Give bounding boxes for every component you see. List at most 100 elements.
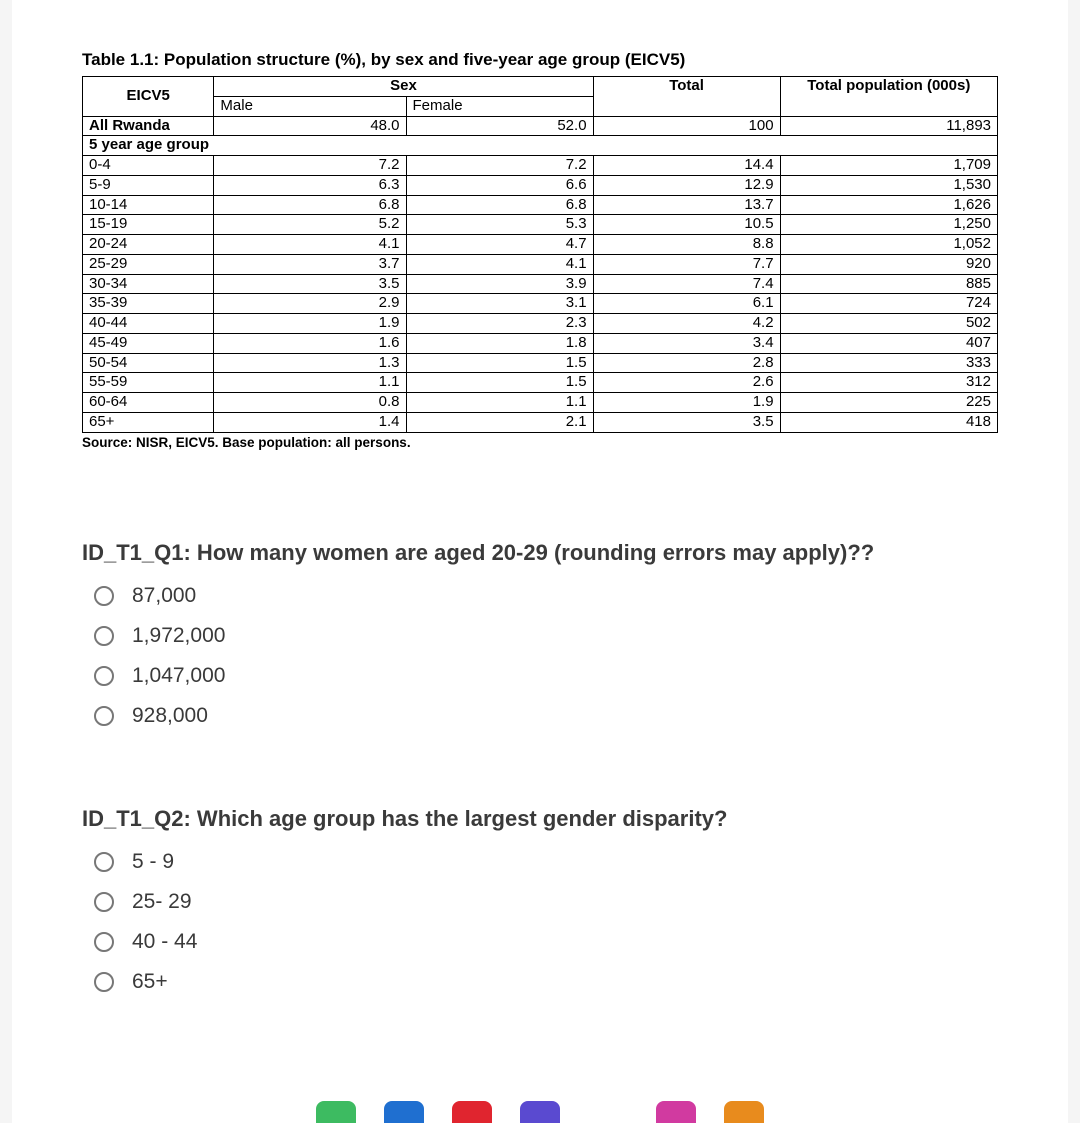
row-female: 1.5	[406, 373, 593, 393]
row-label: 25-29	[83, 254, 214, 274]
age-group-header: 5 year age group	[83, 136, 998, 156]
row-female: 4.7	[406, 235, 593, 255]
row-total: 14.4	[593, 156, 780, 176]
all-pop: 11,893	[780, 116, 997, 136]
row-male: 1.6	[214, 333, 406, 353]
row-pop: 333	[780, 353, 997, 373]
row-total: 8.8	[593, 235, 780, 255]
q1-option[interactable]: 1,047,000	[94, 656, 998, 696]
radio-icon[interactable]	[94, 972, 114, 992]
row-total: 3.5	[593, 412, 780, 432]
question-1-options: 87,000 1,972,000 1,047,000 928,000	[94, 576, 998, 736]
row-pop: 312	[780, 373, 997, 393]
row-pop: 885	[780, 274, 997, 294]
row-label: 10-14	[83, 195, 214, 215]
row-total: 12.9	[593, 175, 780, 195]
row-pop: 418	[780, 412, 997, 432]
option-label: 5 - 9	[132, 850, 174, 874]
table-row: 35-392.93.16.1724	[83, 294, 998, 314]
table-row: 55-591.11.52.6312	[83, 373, 998, 393]
row-total: 13.7	[593, 195, 780, 215]
table-row: 50-541.31.52.8333	[83, 353, 998, 373]
row-pop: 1,052	[780, 235, 997, 255]
row-male: 6.3	[214, 175, 406, 195]
table-row: 25-293.74.17.7920	[83, 254, 998, 274]
row-female: 6.6	[406, 175, 593, 195]
age-group-header-row: 5 year age group	[83, 136, 998, 156]
row-female: 7.2	[406, 156, 593, 176]
question-2-options: 5 - 9 25- 29 40 - 4465+	[94, 842, 998, 1002]
row-female: 6.8	[406, 195, 593, 215]
q1-option[interactable]: 928,000	[94, 696, 998, 736]
all-rwanda-label: All Rwanda	[83, 116, 214, 136]
row-male: 7.2	[214, 156, 406, 176]
row-label: 15-19	[83, 215, 214, 235]
all-total: 100	[593, 116, 780, 136]
q1-option[interactable]: 87,000	[94, 576, 998, 616]
table-row: 20-244.14.78.81,052	[83, 235, 998, 255]
radio-icon[interactable]	[94, 932, 114, 952]
table-row: 5-96.36.612.91,530	[83, 175, 998, 195]
row-male: 1.1	[214, 373, 406, 393]
all-male: 48.0	[214, 116, 406, 136]
question-2-text: ID_T1_Q2: Which age group has the larges…	[82, 806, 998, 832]
all-female: 52.0	[406, 116, 593, 136]
q2-option[interactable]: 5 - 9	[94, 842, 998, 882]
option-label: 1,047,000	[132, 664, 225, 688]
row-male: 0.8	[214, 393, 406, 413]
row-female: 3.1	[406, 294, 593, 314]
row-female: 5.3	[406, 215, 593, 235]
radio-icon[interactable]	[94, 706, 114, 726]
row-pop: 724	[780, 294, 997, 314]
table-row: 60-640.81.11.9225	[83, 393, 998, 413]
row-female: 2.1	[406, 412, 593, 432]
q2-option[interactable]: 65+	[94, 962, 998, 1002]
row-label: 5-9	[83, 175, 214, 195]
corner-cell: EICV5	[83, 77, 214, 117]
pop-header: Total population (000s)	[780, 77, 997, 117]
row-female: 1.8	[406, 333, 593, 353]
row-label: 45-49	[83, 333, 214, 353]
male-header: Male	[214, 96, 406, 116]
row-label: 65+	[83, 412, 214, 432]
row-total: 7.7	[593, 254, 780, 274]
row-pop: 1,250	[780, 215, 997, 235]
table-row: 65+1.42.13.5418	[83, 412, 998, 432]
row-total: 1.9	[593, 393, 780, 413]
table-source: Source: NISR, EICV5. Base population: al…	[82, 435, 998, 450]
row-pop: 920	[780, 254, 997, 274]
radio-icon[interactable]	[94, 626, 114, 646]
row-pop: 407	[780, 333, 997, 353]
taskbar-app-icon[interactable]	[316, 1101, 356, 1123]
table-row: 10-146.86.813.71,626	[83, 195, 998, 215]
row-male: 1.3	[214, 353, 406, 373]
taskbar-app-icon[interactable]	[520, 1101, 560, 1123]
row-male: 3.5	[214, 274, 406, 294]
q2-option[interactable]: 40 - 44	[94, 922, 998, 962]
taskbar-app-icon[interactable]	[384, 1101, 424, 1123]
q2-option[interactable]: 25- 29	[94, 882, 998, 922]
row-label: 35-39	[83, 294, 214, 314]
taskbar-app-icon[interactable]	[724, 1101, 764, 1123]
row-female: 4.1	[406, 254, 593, 274]
taskbar-app-icon[interactable]	[452, 1101, 492, 1123]
row-label: 20-24	[83, 235, 214, 255]
row-total: 2.6	[593, 373, 780, 393]
row-label: 0-4	[83, 156, 214, 176]
option-label: 1,972,000	[132, 624, 225, 648]
radio-icon[interactable]	[94, 666, 114, 686]
radio-icon[interactable]	[94, 852, 114, 872]
row-pop: 1,709	[780, 156, 997, 176]
taskbar-app-icon[interactable]	[588, 1101, 628, 1123]
row-label: 30-34	[83, 274, 214, 294]
row-male: 2.9	[214, 294, 406, 314]
table-row: 45-491.61.83.4407	[83, 333, 998, 353]
row-label: 55-59	[83, 373, 214, 393]
q1-option[interactable]: 1,972,000	[94, 616, 998, 656]
radio-icon[interactable]	[94, 586, 114, 606]
radio-icon[interactable]	[94, 892, 114, 912]
option-label: 25- 29	[132, 890, 192, 914]
row-female: 1.5	[406, 353, 593, 373]
table-row: 30-343.53.97.4885	[83, 274, 998, 294]
taskbar-app-icon[interactable]	[656, 1101, 696, 1123]
